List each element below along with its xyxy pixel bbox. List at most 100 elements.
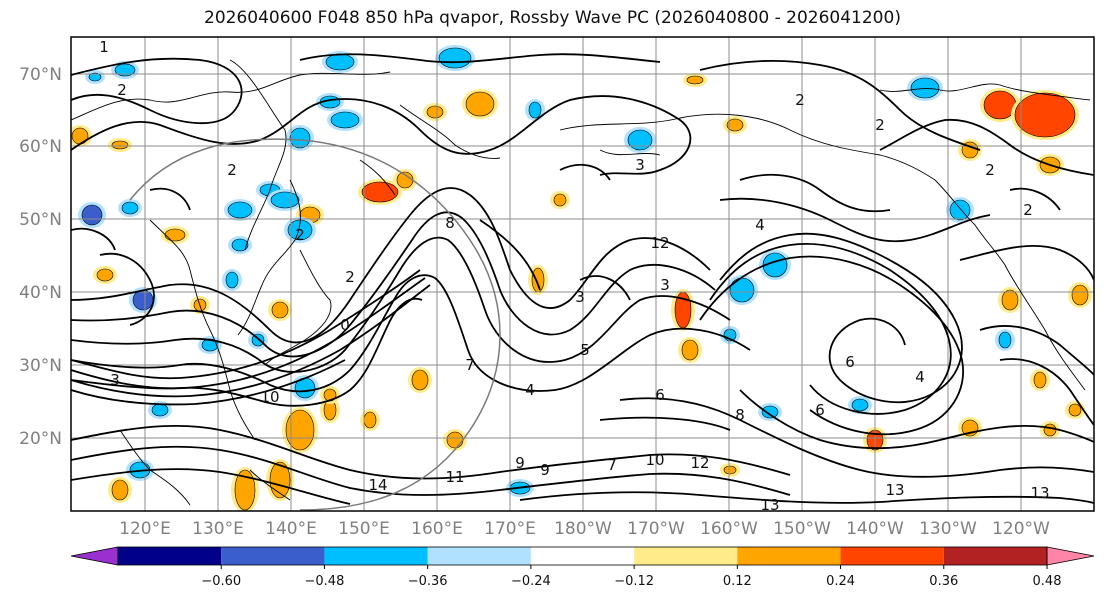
contour-label: 6 xyxy=(655,386,665,404)
longitude-label: 160°E xyxy=(411,519,463,539)
longitude-label: 120°E xyxy=(119,519,171,539)
longitude-label: 170°E xyxy=(484,519,536,539)
anomaly-patch xyxy=(949,199,971,221)
contour-label: 2 xyxy=(985,161,995,179)
anomaly-patch xyxy=(71,127,89,145)
colorbar-segment xyxy=(118,547,222,565)
anomaly-patch xyxy=(81,204,103,226)
anomaly-patch xyxy=(627,129,653,151)
anomaly-patch xyxy=(330,111,360,129)
anomaly-patch xyxy=(114,63,136,77)
anomaly-patch xyxy=(910,77,940,99)
anomaly-patch xyxy=(1043,423,1057,437)
contour-label: 8 xyxy=(735,406,745,424)
anomaly-patch xyxy=(1001,289,1019,311)
anomaly-patch xyxy=(1068,403,1082,417)
anomaly-patch xyxy=(269,461,291,499)
latitude-label: 20°N xyxy=(19,429,62,449)
longitude-label: 170°W xyxy=(627,519,685,539)
anomaly-patch xyxy=(531,267,545,293)
colorbar-segment xyxy=(324,547,428,565)
anomaly-patch xyxy=(271,301,289,319)
contour-label: 2 xyxy=(295,226,305,244)
anomaly-patch xyxy=(234,469,256,511)
contour-label: 10 xyxy=(260,388,279,406)
contour-label: 4 xyxy=(915,368,925,386)
contour-label: 8 xyxy=(445,214,455,232)
map-title: 2026040600 F048 850 hPa qvapor, Rossby W… xyxy=(204,8,901,28)
anomaly-patch xyxy=(88,72,102,82)
anomaly-patch xyxy=(729,277,755,303)
contour-label: 12 xyxy=(690,454,709,472)
latitude-label: 70°N xyxy=(19,65,62,85)
graticule xyxy=(71,37,1094,511)
anomaly-patch xyxy=(285,409,315,451)
anomaly-patch xyxy=(465,91,495,117)
reference-circle xyxy=(129,138,501,511)
colorbar-tick-label: −0.12 xyxy=(614,574,654,589)
anomaly-patch xyxy=(761,405,779,419)
contour-label: 2 xyxy=(117,81,127,99)
anomaly-patch xyxy=(681,339,699,361)
contour-label: 13 xyxy=(1030,484,1049,502)
longitude-axis: 120°E 130°E 140°E 150°E 160°E 170°E 180°W 170°W… xyxy=(119,519,1050,539)
colorbar-extend-low xyxy=(70,546,119,566)
anomaly-patch xyxy=(363,411,377,429)
anomaly-patch xyxy=(528,101,542,119)
anomaly-patch xyxy=(411,369,429,391)
longitude-label: 160°W xyxy=(700,519,758,539)
contour-label: 10 xyxy=(645,451,664,469)
colorbar-tick-label: 0.24 xyxy=(826,574,855,589)
contour-label: 3 xyxy=(635,156,645,174)
contour-label: 14 xyxy=(368,476,387,494)
longitude-label: 130°W xyxy=(919,519,977,539)
anomaly-patch xyxy=(1014,92,1076,138)
contour-label: 2 xyxy=(795,91,805,109)
anomaly-patch xyxy=(553,193,567,207)
anomaly-patch xyxy=(289,127,311,149)
contour-label: 11 xyxy=(445,468,464,486)
contour-label: 2 xyxy=(1023,201,1033,219)
longitude-label: 120°W xyxy=(992,519,1050,539)
contour-label: 3 xyxy=(110,371,120,389)
contour-label: 6 xyxy=(845,353,855,371)
anomaly-patch xyxy=(686,75,704,85)
anomaly-patch xyxy=(1071,284,1089,306)
contour-label: 3 xyxy=(575,288,585,306)
latitude-label: 40°N xyxy=(19,283,62,303)
anomaly-patch xyxy=(111,140,129,150)
anomaly-patch xyxy=(225,271,239,289)
contour-label: 12 xyxy=(650,234,669,252)
contour-label: 2 xyxy=(875,116,885,134)
contour-label: 9 xyxy=(515,454,525,472)
anomaly-patch xyxy=(96,268,114,282)
contour-label: 5 xyxy=(580,341,590,359)
latitude-label: 30°N xyxy=(19,356,62,376)
contour-label: 7 xyxy=(465,356,475,374)
colorbar-tick-label: −0.48 xyxy=(305,574,345,589)
contour-label: 4 xyxy=(755,216,765,234)
colorbar-tick-label: −0.24 xyxy=(511,574,551,589)
anomaly-patch xyxy=(426,105,444,119)
anomaly-patch xyxy=(446,431,464,449)
anomaly-patch xyxy=(164,228,186,242)
longitude-label: 130°E xyxy=(192,519,244,539)
contour-label: 2 xyxy=(227,161,237,179)
colorbar-tick-label: 0.36 xyxy=(929,574,958,589)
colorbar-tick-label: −0.60 xyxy=(201,574,241,589)
colorbar-segment xyxy=(737,547,841,565)
longitude-label: 140°E xyxy=(265,519,317,539)
colorbar-extend-high xyxy=(1046,546,1095,566)
contour-label: 9 xyxy=(540,461,550,479)
anomaly-patch xyxy=(121,201,139,215)
longitude-label: 150°W xyxy=(773,519,831,539)
contour-label: 0 xyxy=(340,316,350,334)
anomaly-patch xyxy=(726,118,744,132)
anomaly-patch xyxy=(227,201,253,219)
coastlines xyxy=(71,59,1091,506)
anomaly-patch xyxy=(1033,371,1047,389)
anomaly-patch xyxy=(151,403,169,417)
colorbar-segment xyxy=(840,547,944,565)
contour-label: 3 xyxy=(660,276,670,294)
contour-label: 7 xyxy=(607,456,617,474)
